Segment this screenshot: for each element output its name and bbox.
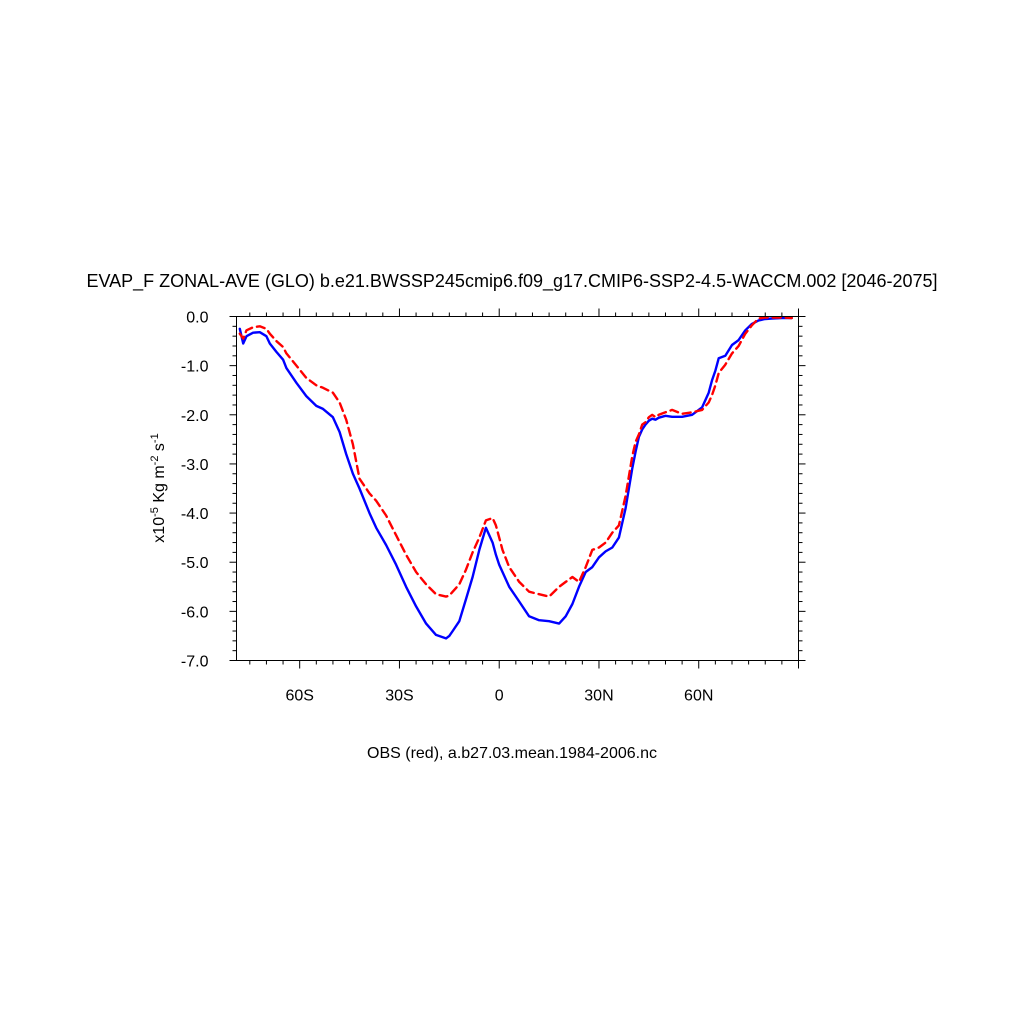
- y-axis-label: x10-5 Kg m-2 s-1: [149, 433, 168, 542]
- y-tick-label: -3.0: [181, 457, 209, 474]
- y-tick-label: 0.0: [186, 310, 208, 327]
- y-tick-label: -5.0: [181, 555, 209, 572]
- x-tick-label: 30S: [385, 688, 413, 705]
- obs-series-line: [238, 316, 793, 598]
- plot-frame: [236, 316, 799, 661]
- x-tick-label: 60S: [285, 688, 313, 705]
- x-tick-label: 60N: [684, 688, 713, 705]
- y-tick-label: -6.0: [181, 604, 209, 621]
- tick-labels: 0.0 -1.0 -2.0 -3.0 -4.0 -5.0 -6.0 -7.0 60S 30S 0 30…: [181, 310, 713, 705]
- y-tick-label: -4.0: [181, 506, 209, 523]
- x-tick-label: 0: [495, 688, 504, 705]
- y-tick-label: -2.0: [181, 408, 209, 425]
- y-tick-label: -7.0: [181, 654, 209, 671]
- chart-footer: OBS (red), a.b27.03.mean.1984-2006.nc: [367, 745, 657, 762]
- y-tick-label: -1.0: [181, 359, 209, 376]
- model-series-line: [238, 316, 793, 640]
- chart-title: EVAP_F ZONAL-AVE (GLO) b.e21.BWSSP245cmi…: [86, 271, 937, 292]
- axis-ticks: [229, 308, 806, 669]
- series-layer: [238, 316, 793, 640]
- x-tick-label: 30N: [584, 688, 613, 705]
